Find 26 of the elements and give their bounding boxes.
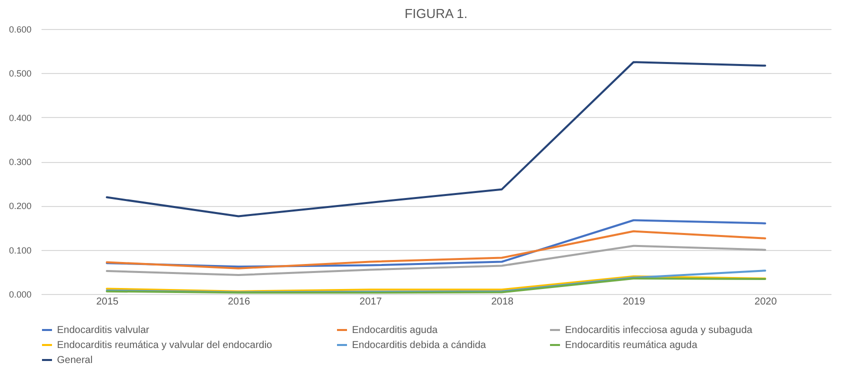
legend-label: Endocarditis aguda xyxy=(352,325,438,336)
y-tick-label: 0.500 xyxy=(8,68,32,79)
x-tick-label: 2020 xyxy=(754,296,778,308)
line-series xyxy=(106,230,766,270)
x-tick-label: 2015 xyxy=(96,296,119,308)
y-tick-label: 0.300 xyxy=(8,157,32,167)
chart-title: FIGURA 1. xyxy=(404,6,468,21)
y-tick-label: 0.000 xyxy=(8,290,32,300)
line-series xyxy=(106,244,766,276)
x-tick-label: 2017 xyxy=(360,296,382,308)
x-tick-label: 2018 xyxy=(491,296,514,308)
legend-label: Endocarditis reumática aguda xyxy=(565,340,698,351)
line-series xyxy=(106,61,766,218)
x-tick-label: 2019 xyxy=(622,296,646,308)
legend-label: Endocarditis valvular xyxy=(57,325,150,336)
line-series xyxy=(106,270,766,294)
y-tick-label: 0.400 xyxy=(8,112,32,123)
legend-label: Endocarditis infecciosa aguda y subaguda xyxy=(565,325,753,336)
y-tick-label: 0.600 xyxy=(8,24,32,34)
x-tick-label: 2016 xyxy=(228,296,251,308)
y-tick-label: 0.100 xyxy=(8,245,32,256)
legend-label: Endocarditis debida a cándida xyxy=(352,340,486,351)
line-series xyxy=(106,219,766,268)
legend-label: General xyxy=(57,355,93,366)
legend-label: Endocarditis reumática y valvular del endocardio xyxy=(57,340,273,351)
y-tick-label: 0.200 xyxy=(8,201,32,212)
